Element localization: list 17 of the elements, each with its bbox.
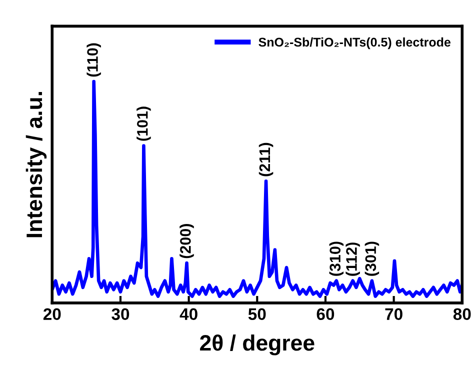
annotation: (211) [258, 142, 274, 176]
y-axis-title: Intensity / a.u. [26, 92, 47, 238]
x-tick-label: 30 [112, 308, 130, 320]
x-tick-label: 80 [453, 308, 471, 320]
x-tick-label: 70 [385, 308, 402, 320]
x-tick-label: 40 [180, 308, 198, 320]
x-tick-label: 60 [316, 308, 334, 320]
annotation: (112) [346, 242, 360, 276]
annotation: (310) [329, 242, 344, 276]
x-tick-label: 20 [43, 308, 61, 320]
legend-label: SnO₂-Sb/TiO₂-NTs(0.5) electrode [258, 37, 450, 50]
annotation: (101) [136, 106, 151, 141]
annotation: (200) [180, 224, 194, 258]
annotation: (301) [364, 242, 380, 276]
x-tick-label: 50 [248, 308, 266, 320]
x-axis-title: 2θ / degree [200, 334, 314, 356]
annotation: (110) [86, 43, 101, 77]
